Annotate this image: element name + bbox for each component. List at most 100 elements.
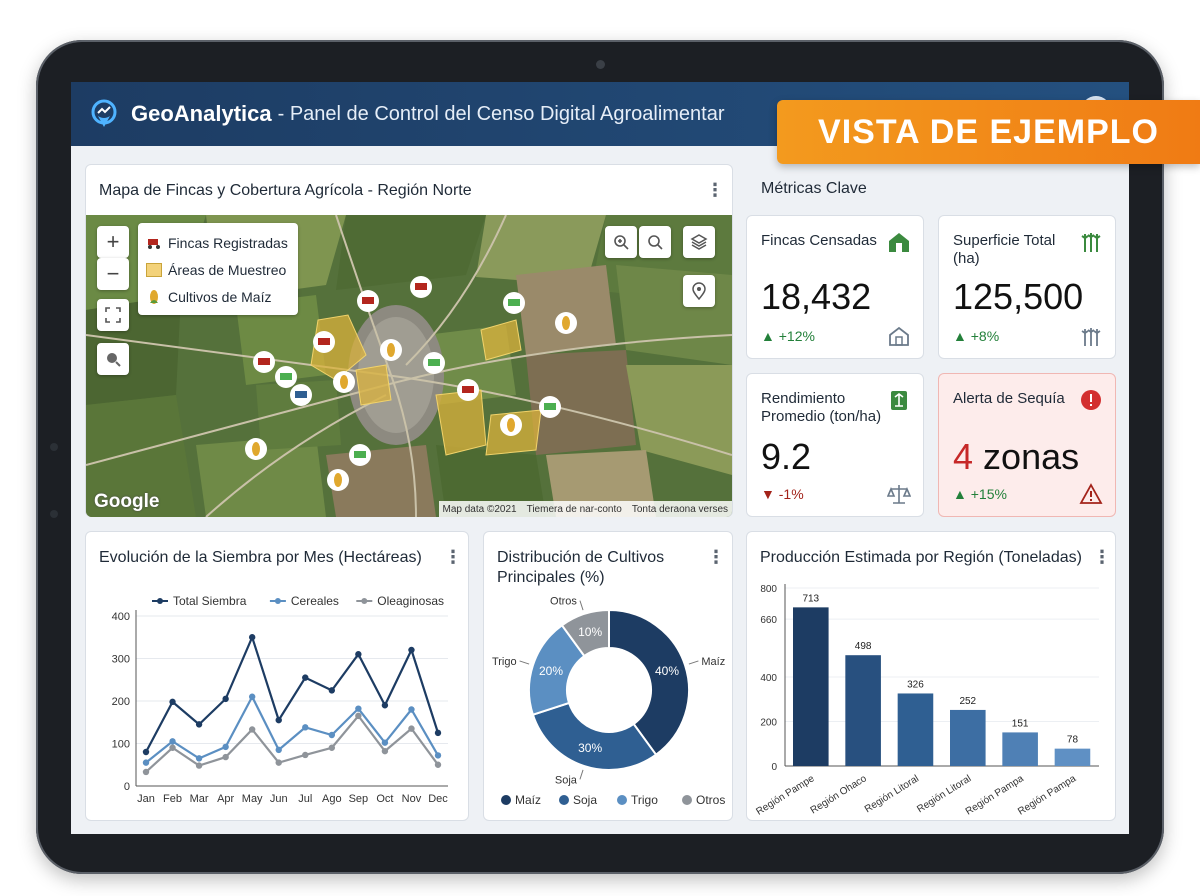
legend-label: Cereales	[291, 594, 339, 608]
y-tick-label: 0	[124, 781, 130, 793]
data-point	[169, 698, 176, 706]
balance-icon	[887, 485, 911, 504]
data-point	[248, 726, 256, 733]
data-point	[355, 651, 362, 658]
x-tick-label: Sep	[349, 793, 369, 805]
data-point	[328, 687, 336, 694]
search-icon	[107, 353, 121, 367]
slice-value-label: 10%	[578, 625, 602, 639]
legend-label: Maíz	[515, 793, 541, 807]
map-card-title: Mapa de Fincas y Cobertura Agrícola - Re…	[99, 182, 472, 199]
metric-delta: ▲ +12%	[761, 328, 815, 344]
wheat-outline-icon	[1081, 328, 1101, 346]
bar	[1054, 748, 1091, 766]
legend-label: Otros	[696, 793, 725, 807]
y-tick-label: 400	[760, 673, 777, 684]
legend-marker	[617, 795, 627, 805]
data-point	[275, 759, 282, 766]
legend-marker	[501, 795, 511, 805]
metric-value: 4 zonas	[953, 436, 1079, 478]
location-pin-icon	[692, 282, 706, 300]
x-tick-label: Región Litoral	[863, 773, 921, 815]
line-chart: 0 100 200 300 400 Jan Feb Mar Apr May Jun Jul Ago Sep…	[112, 594, 449, 805]
data-point	[275, 746, 282, 754]
x-tick-label: Oct	[376, 793, 393, 805]
location-button[interactable]	[683, 275, 715, 307]
legend-item: Fincas Registradas	[146, 229, 290, 256]
metric-delta: ▲ +8%	[953, 328, 1000, 344]
data-point	[195, 762, 203, 769]
series-line	[145, 694, 439, 764]
data-point	[222, 753, 229, 761]
line-chart-menu-icon[interactable]: ⋮	[444, 547, 462, 567]
bar-value-label: 326	[907, 679, 924, 690]
slice-leader	[579, 600, 584, 611]
map-legend: Fincas Registradas Áreas de Muestreo Cul…	[138, 223, 298, 315]
bar-chart-title: Producción Estimada por Región (Tonelada…	[760, 549, 1082, 566]
data-point	[381, 702, 389, 709]
layers-button[interactable]	[683, 226, 715, 258]
data-point	[408, 706, 415, 713]
map-menu-icon[interactable]: ⋮	[706, 180, 724, 200]
legend-label: Total Siembra	[173, 594, 247, 608]
map-card: Mapa de Fincas y Cobertura Agrícola - Re…	[85, 164, 733, 517]
legend-marker	[361, 598, 368, 604]
data-point	[275, 716, 282, 724]
legend-item: Áreas de Muestreo	[146, 256, 290, 283]
x-tick-label: Feb	[163, 793, 182, 805]
data-point	[355, 712, 362, 720]
data-point	[302, 674, 309, 681]
bar-chart-card: Producción Estimada por Región (Tonelada…	[746, 531, 1116, 821]
bar-value-label: 78	[1067, 735, 1079, 746]
pie-slice	[608, 608, 690, 757]
map-magnifier-button[interactable]	[639, 226, 671, 258]
alert-icon	[1081, 390, 1101, 410]
map-search-button[interactable]	[97, 343, 129, 375]
bar-chart-menu-icon[interactable]: ⋮	[1093, 547, 1111, 567]
metric-label: Rendimiento Promedio (ton/ha)	[761, 390, 882, 425]
app-brand: GeoAnalytica	[131, 101, 272, 126]
pie-chart: 40% Maíz 30% Soja 20% Trigo 10% Otros Maíz Soja Tr…	[492, 596, 725, 807]
x-tick-label: Jan	[137, 793, 155, 805]
tractor-icon	[148, 238, 160, 249]
zoom-area-button[interactable]	[605, 226, 637, 258]
screen: GeoAnalytica - Panel de Control del Cens…	[71, 82, 1129, 834]
pie-slice	[560, 608, 610, 658]
legend-marker	[157, 598, 163, 604]
bar-chart: 0 200 400 660 800 713 Región Pampe 498 Región Oh…	[754, 584, 1099, 818]
legend-item: Cultivos de Maíz	[146, 283, 290, 310]
metric-surface: Superficie Total (ha) 125,500 ▲ +8%	[938, 215, 1116, 359]
map-markers	[245, 276, 577, 491]
metric-label: Superficie Total (ha)	[953, 232, 1056, 267]
x-tick-label: Región Pampa	[1016, 773, 1078, 818]
fullscreen-icon	[105, 307, 121, 323]
app-subtitle: - Panel de Control del Censo Digital Agr…	[277, 102, 725, 125]
data-point	[195, 755, 203, 762]
pie-slice	[531, 701, 658, 771]
farm-map[interactable]: + − Fincas Registradas Áreas de Muestreo	[86, 215, 732, 517]
x-tick-label: Región Pampe	[754, 773, 816, 818]
data-point	[248, 693, 256, 700]
data-point	[169, 738, 176, 745]
zoom-in-button[interactable]: +	[97, 226, 129, 258]
data-point	[408, 725, 415, 732]
y-tick-label: 660	[760, 615, 777, 626]
pie-chart-card: Distribución de Cultivos Principales (%)…	[483, 531, 733, 821]
bar	[897, 693, 934, 766]
pie-chart-menu-icon[interactable]: ⋮	[707, 547, 725, 567]
barn-outline-icon	[889, 326, 909, 346]
slice-value-label: 40%	[655, 664, 679, 678]
data-point	[222, 695, 229, 703]
bar-value-label: 498	[855, 641, 872, 652]
data-point	[434, 752, 442, 759]
line-chart-card: Evolución de la Siembra por Mes (Hectáre…	[85, 531, 469, 821]
bar-value-label: 151	[1012, 718, 1029, 729]
fullscreen-button[interactable]	[97, 299, 129, 331]
side-button	[50, 510, 58, 518]
legend-marker	[274, 598, 281, 604]
metric-value: 18,432	[761, 276, 872, 317]
zoom-out-button[interactable]: −	[97, 258, 129, 290]
data-point	[381, 739, 389, 746]
data-point	[408, 646, 415, 654]
bar	[793, 607, 829, 766]
